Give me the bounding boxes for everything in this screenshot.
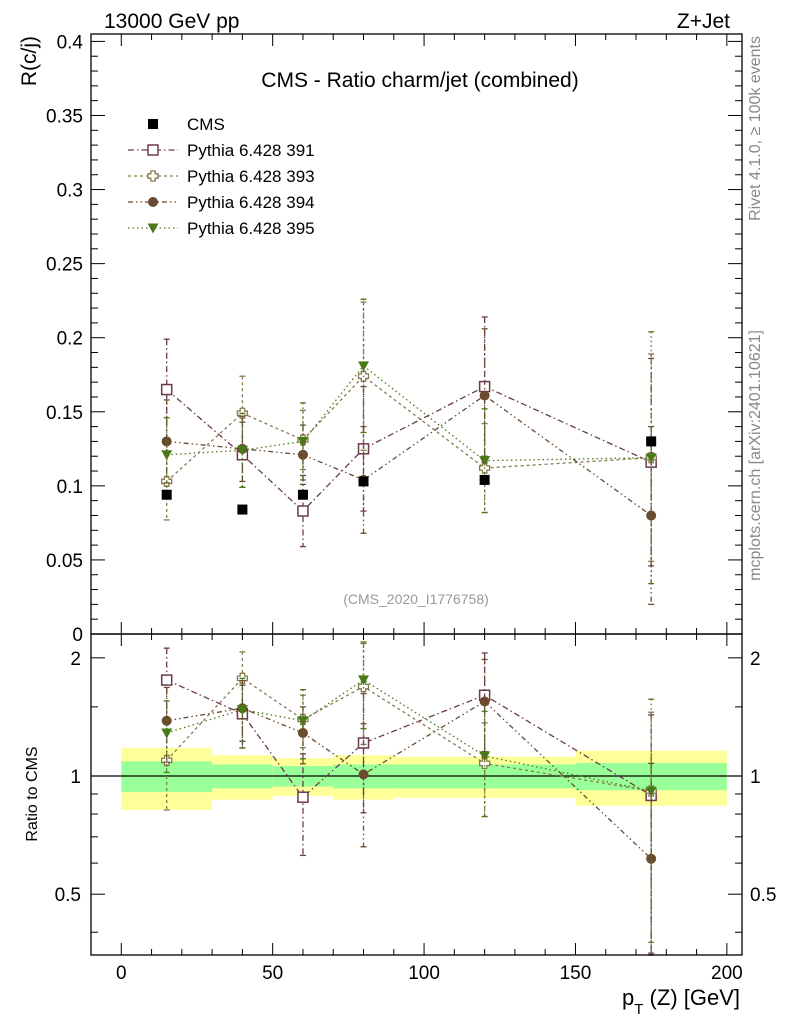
marker-square	[161, 489, 172, 500]
rivet-version-label: Rivet 4.1.0, ≥ 100k events	[747, 36, 764, 221]
x-tick-label: 200	[711, 963, 743, 984]
mcplots-label: mcplots.cern.ch [arXiv:2401.10621]	[747, 330, 764, 581]
y-tick-label: 0.05	[46, 551, 83, 572]
process-label: Z+Jet	[677, 10, 730, 33]
marker-circle	[297, 449, 308, 460]
series-cms	[161, 436, 657, 515]
x-tick-label: 0	[116, 963, 127, 984]
marker-square	[148, 119, 158, 129]
chart-title: CMS - Ratio charm/jet (combined)	[261, 69, 578, 92]
marker-open-square	[297, 505, 309, 517]
y-tick-label: 0.3	[57, 181, 83, 202]
marker-open-square	[297, 791, 309, 803]
y-tick-label: 0.35	[46, 106, 83, 127]
ratio-tick-label-right: 1	[750, 767, 761, 788]
series-line	[166, 385, 652, 512]
marker-open-square	[160, 674, 173, 686]
marker-triangle	[236, 445, 248, 456]
marker-open-square	[147, 144, 159, 156]
y-tick-label: 0.2	[57, 329, 83, 350]
marker-triangle	[358, 675, 370, 686]
y-tick-label: 0.1	[57, 477, 83, 498]
marker-square	[479, 474, 490, 485]
ratio-frame	[90, 633, 743, 956]
y-axis-label: R(c/j)	[18, 36, 41, 86]
marker-circle	[297, 727, 308, 738]
marker-circle	[148, 197, 158, 207]
y-tick-label: 0.4	[57, 32, 84, 53]
marker-circle	[358, 769, 369, 780]
legend-label: Pythia 6.428 394	[187, 193, 315, 212]
marker-circle	[161, 715, 172, 726]
data-uncertainty-bands	[91, 747, 742, 810]
marker-triangle	[297, 716, 309, 727]
analysis-watermark: (CMS_2020_I1776758)	[343, 591, 489, 607]
marker-triangle	[479, 751, 491, 762]
marker-triangle	[161, 450, 173, 461]
y-tick-label: 0	[72, 625, 83, 646]
chart-marks	[160, 298, 657, 956]
legend-label: Pythia 6.428 391	[187, 141, 315, 160]
legend: CMS Pythia 6.428 391 Pythia 6.428 393 Pythi…	[128, 115, 315, 238]
marker-triangle	[479, 456, 491, 467]
ratio-tick-label: 2	[70, 649, 81, 670]
legend-label: Pythia 6.428 393	[187, 167, 315, 186]
series-line	[166, 375, 652, 482]
ratio-line	[166, 679, 652, 799]
x-axis-label-sub: T	[634, 1001, 643, 1018]
marker-open-cross	[478, 757, 491, 770]
marker-square	[297, 489, 308, 500]
marker-triangle	[236, 705, 248, 716]
marker-square	[358, 476, 369, 487]
ratio-line	[166, 700, 652, 860]
marker-circle	[646, 853, 657, 864]
series-pythia-6-428-391	[160, 316, 657, 954]
y-tick-label: 0.15	[46, 403, 83, 424]
marker-circle	[646, 510, 657, 521]
marker-circle	[479, 390, 490, 401]
x-axis-label-rest: (Z) [GeV]	[643, 985, 740, 1010]
ratio-tick-label: 0.5	[55, 885, 81, 906]
marker-circle	[479, 696, 490, 707]
marker-square	[646, 436, 657, 447]
marker-triangle	[147, 223, 159, 234]
x-tick-label: 100	[408, 963, 440, 984]
marker-open-cross	[147, 170, 159, 182]
ratio-tick-label: 1	[70, 767, 81, 788]
marker-triangle	[161, 728, 173, 739]
series-pythia-6-428-394	[161, 328, 657, 956]
marker-open-cross	[357, 680, 370, 693]
axes: 0 50 100 150 200 0 0.05 0.1 0.15 0.2 0.25 0.3 0.35 0.…	[46, 32, 776, 984]
series-line	[166, 364, 652, 462]
marker-triangle	[645, 786, 657, 797]
x-axis-label: pT (Z) [GeV]	[622, 985, 740, 1018]
series-pythia-6-428-395	[161, 298, 657, 956]
series-pythia-6-428-393	[161, 301, 657, 944]
ratio-tick-label-right: 0.5	[750, 885, 776, 906]
y-tick-label: 0.25	[46, 255, 83, 276]
marker-triangle	[297, 436, 309, 447]
marker-triangle	[645, 453, 657, 464]
x-tick-label: 150	[560, 963, 592, 984]
marker-square	[237, 504, 248, 515]
x-axis-label-main: p	[622, 985, 634, 1010]
x-tick-label: 50	[262, 963, 283, 984]
ratio-axis-label: Ratio to CMS	[24, 746, 41, 841]
legend-label-cms: CMS	[187, 115, 225, 134]
ratio-tick-label-right: 2	[750, 649, 761, 670]
marker-open-square	[160, 383, 173, 396]
marker-triangle	[358, 361, 370, 372]
energy-label: 13000 GeV pp	[104, 10, 239, 33]
legend-label: Pythia 6.428 395	[187, 219, 315, 238]
